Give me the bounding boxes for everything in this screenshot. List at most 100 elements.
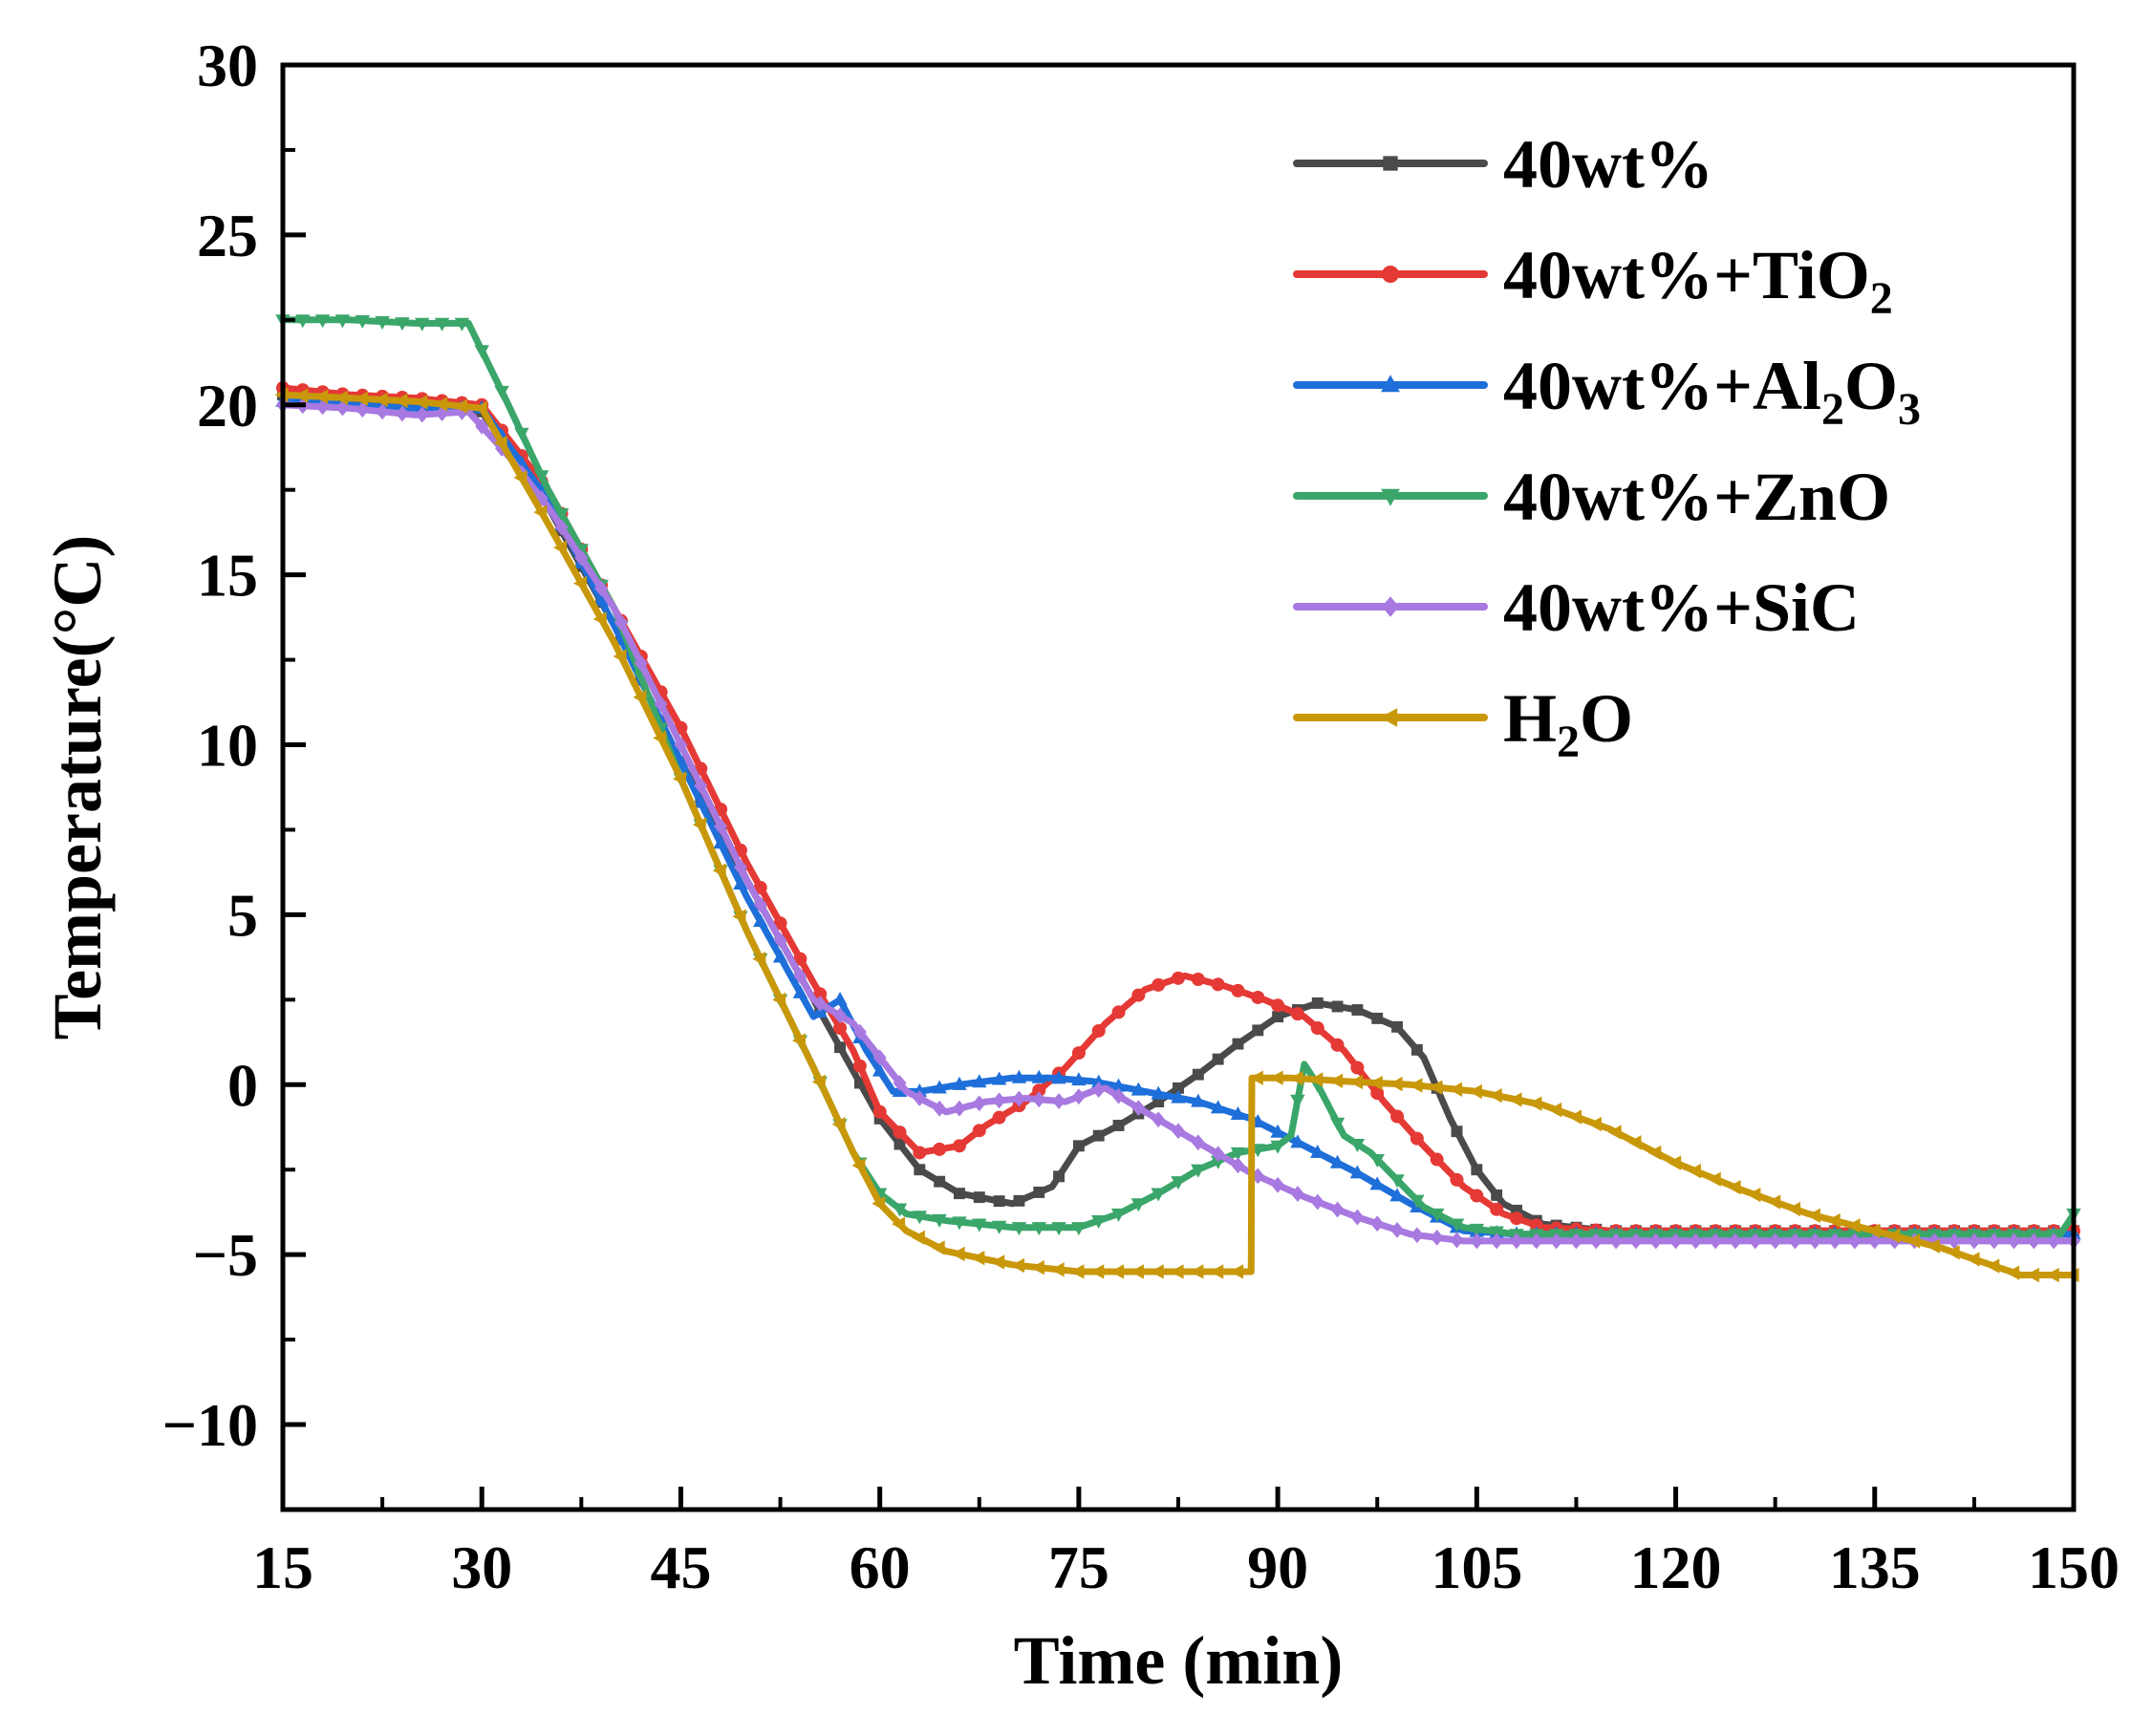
data-point bbox=[1012, 1090, 1026, 1107]
data-point bbox=[2047, 1232, 2061, 1250]
data-point bbox=[1350, 1061, 1365, 1075]
data-point bbox=[1451, 1125, 1463, 1138]
data-point bbox=[1070, 1264, 1085, 1279]
data-point bbox=[934, 1175, 946, 1188]
data-point bbox=[653, 730, 667, 746]
series-line-40wt-sic bbox=[279, 401, 2078, 1245]
legend-item-40wt-tio2: 40wt%+TiO2 bbox=[1293, 237, 1893, 324]
data-point bbox=[1192, 1068, 1204, 1081]
legend-marker bbox=[1380, 708, 1398, 727]
data-point bbox=[315, 398, 330, 416]
data-point bbox=[374, 392, 388, 408]
data-point bbox=[1290, 1186, 1304, 1202]
x-tick-label: 30 bbox=[451, 1533, 512, 1601]
data-point bbox=[654, 696, 668, 713]
data-point bbox=[834, 1041, 846, 1054]
x-tick-label: 120 bbox=[1630, 1533, 1722, 1601]
data-point bbox=[1051, 1070, 1066, 1084]
legend: 40wt%40wt%+TiO240wt%+Al2O340wt%+ZnO40wt%… bbox=[1293, 126, 1921, 767]
data-point bbox=[1430, 1152, 1444, 1167]
data-point bbox=[1886, 1228, 1901, 1244]
legend-marker bbox=[1382, 266, 1399, 283]
data-point bbox=[833, 1007, 848, 1024]
data-point bbox=[1709, 1232, 1723, 1250]
legend-label: 40wt% bbox=[1503, 126, 1713, 203]
legend-text: 40wt%+ZnO bbox=[1503, 459, 1890, 535]
data-point bbox=[793, 968, 807, 984]
data-point bbox=[1410, 1227, 1424, 1244]
data-point bbox=[1230, 1106, 1246, 1121]
data-point bbox=[1110, 1078, 1127, 1092]
data-point bbox=[713, 835, 728, 849]
data-point bbox=[991, 1071, 1007, 1085]
data-point bbox=[694, 777, 708, 794]
x-tick-label: 75 bbox=[1048, 1533, 1109, 1601]
data-point bbox=[972, 1124, 986, 1138]
data-point bbox=[1011, 1257, 1025, 1274]
data-point bbox=[1687, 1163, 1701, 1179]
data-point bbox=[773, 916, 787, 931]
data-point bbox=[1272, 1011, 1284, 1023]
data-point bbox=[1271, 1176, 1285, 1193]
data-point bbox=[574, 549, 589, 567]
data-point bbox=[1171, 1089, 1186, 1104]
y-tick-label: −10 bbox=[162, 1391, 258, 1459]
data-point bbox=[634, 654, 648, 672]
data-point bbox=[1130, 1082, 1147, 1096]
data-point bbox=[1410, 1131, 1424, 1146]
data-point bbox=[954, 1188, 965, 1200]
data-point bbox=[852, 1059, 867, 1073]
data-point bbox=[1311, 997, 1324, 1009]
data-point bbox=[911, 1230, 925, 1246]
legend-subscript: 2 bbox=[1557, 717, 1580, 767]
data-point bbox=[1130, 1264, 1144, 1279]
data-point bbox=[1368, 1075, 1383, 1091]
data-point bbox=[893, 1125, 907, 1140]
data-point bbox=[1628, 1232, 1643, 1250]
data-point bbox=[851, 1158, 866, 1173]
data-point bbox=[1369, 1176, 1385, 1190]
data-point bbox=[294, 388, 309, 403]
data-point bbox=[1092, 1129, 1105, 1142]
data-point bbox=[831, 1117, 846, 1132]
data-point bbox=[395, 317, 410, 332]
data-point bbox=[633, 690, 647, 705]
x-tick-label: 15 bbox=[252, 1533, 313, 1601]
data-point bbox=[1310, 1193, 1324, 1211]
data-point bbox=[1111, 1005, 1126, 1019]
data-point bbox=[1391, 1020, 1403, 1033]
data-point bbox=[952, 1100, 966, 1117]
data-point bbox=[533, 504, 548, 520]
data-point bbox=[1072, 1140, 1085, 1152]
data-point bbox=[1251, 990, 1265, 1004]
data-point bbox=[972, 1074, 987, 1088]
data-point bbox=[533, 470, 549, 484]
data-point bbox=[1110, 1264, 1125, 1279]
data-point bbox=[553, 508, 570, 523]
data-point bbox=[892, 1216, 906, 1232]
data-point bbox=[1031, 1069, 1046, 1083]
data-point bbox=[674, 737, 688, 753]
data-point bbox=[1511, 1204, 1522, 1216]
data-point bbox=[1111, 1087, 1126, 1104]
data-point bbox=[1329, 1117, 1346, 1131]
data-point bbox=[772, 949, 788, 963]
data-point bbox=[475, 418, 489, 435]
data-point bbox=[1252, 1024, 1264, 1037]
data-point bbox=[454, 398, 467, 414]
data-point bbox=[1450, 1232, 1464, 1249]
data-point bbox=[1707, 1171, 1721, 1187]
data-point bbox=[295, 314, 311, 329]
data-point bbox=[513, 470, 527, 485]
data-point bbox=[1349, 1074, 1363, 1090]
data-point bbox=[355, 401, 370, 418]
data-point bbox=[892, 1203, 908, 1217]
data-point bbox=[872, 1196, 886, 1211]
data-point bbox=[1349, 1165, 1366, 1179]
data-point bbox=[1410, 1043, 1423, 1056]
data-point bbox=[1211, 1146, 1225, 1163]
data-point bbox=[1847, 1232, 1862, 1250]
data-point bbox=[932, 1080, 947, 1094]
data-point bbox=[1329, 1073, 1344, 1088]
data-point bbox=[1548, 1102, 1562, 1118]
